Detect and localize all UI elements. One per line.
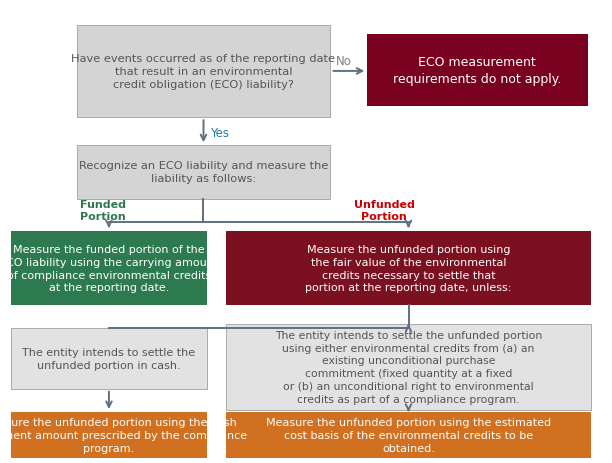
FancyBboxPatch shape <box>11 329 207 389</box>
FancyBboxPatch shape <box>367 35 588 106</box>
Text: ECO measurement
requirements do not apply.: ECO measurement requirements do not appl… <box>393 56 562 85</box>
Text: Measure the funded portion of the
ECO liability using the carrying amount
of com: Measure the funded portion of the ECO li… <box>0 244 218 293</box>
Text: Yes: Yes <box>209 126 229 139</box>
FancyBboxPatch shape <box>11 232 207 306</box>
Text: Measure the unfunded portion using the cash
settlement amount prescribed by the : Measure the unfunded portion using the c… <box>0 418 247 453</box>
FancyBboxPatch shape <box>11 412 207 458</box>
Text: Measure the unfunded portion using
the fair value of the environmental
credits n: Measure the unfunded portion using the f… <box>305 244 512 293</box>
Text: Funded
Portion: Funded Portion <box>80 200 126 221</box>
Text: Measure the unfunded portion using the estimated
cost basis of the environmental: Measure the unfunded portion using the e… <box>266 418 551 453</box>
FancyBboxPatch shape <box>76 146 330 199</box>
Text: The entity intends to settle the unfunded portion
using either environmental cre: The entity intends to settle the unfunde… <box>275 330 542 404</box>
Text: Have events occurred as of the reporting date
that result in an environmental
cr: Have events occurred as of the reporting… <box>72 54 335 89</box>
FancyBboxPatch shape <box>226 232 591 306</box>
Text: No: No <box>335 55 351 68</box>
Text: Unfunded
Portion: Unfunded Portion <box>354 200 414 221</box>
Text: Recognize an ECO liability and measure the
liability as follows:: Recognize an ECO liability and measure t… <box>79 161 328 184</box>
FancyBboxPatch shape <box>226 324 591 410</box>
FancyBboxPatch shape <box>226 412 591 458</box>
Text: The entity intends to settle the
unfunded portion in cash.: The entity intends to settle the unfunde… <box>23 347 195 370</box>
FancyBboxPatch shape <box>76 25 330 118</box>
